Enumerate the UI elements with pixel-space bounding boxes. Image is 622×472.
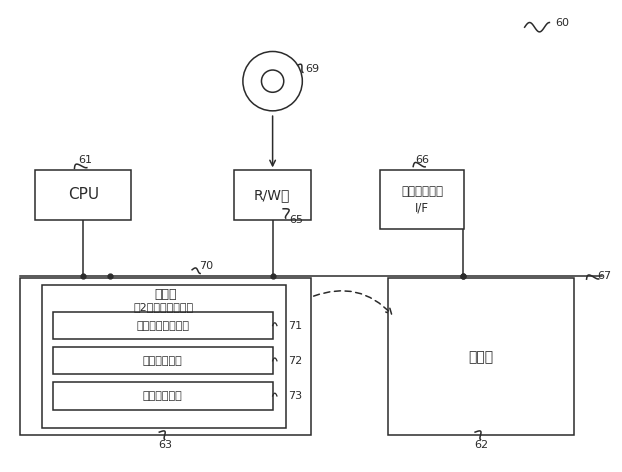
Text: 受付プロセス: 受付プロセス bbox=[143, 356, 183, 366]
Text: R/W部: R/W部 bbox=[254, 188, 290, 202]
Text: 作成プロセス: 作成プロセス bbox=[143, 391, 183, 401]
Text: 61: 61 bbox=[78, 155, 92, 165]
Text: 67: 67 bbox=[597, 271, 611, 281]
Text: 69: 69 bbox=[305, 64, 319, 75]
Text: メモリ: メモリ bbox=[469, 350, 494, 364]
Text: I/F: I/F bbox=[415, 202, 429, 215]
Bar bbox=[35, 170, 131, 219]
Bar bbox=[388, 278, 574, 435]
Bar bbox=[234, 170, 311, 219]
Text: 62: 62 bbox=[474, 440, 488, 450]
Text: CPU: CPU bbox=[68, 187, 99, 202]
Text: 71: 71 bbox=[288, 320, 302, 330]
Text: 70: 70 bbox=[200, 261, 214, 271]
Ellipse shape bbox=[243, 51, 302, 111]
Text: ネットワーク: ネットワーク bbox=[401, 185, 443, 198]
Text: 第2制御プログラム: 第2制御プログラム bbox=[134, 303, 194, 312]
Text: 66: 66 bbox=[415, 155, 429, 165]
Text: 65: 65 bbox=[289, 215, 304, 225]
Ellipse shape bbox=[261, 70, 284, 93]
Bar bbox=[42, 285, 286, 429]
Bar bbox=[380, 170, 464, 229]
Text: 表示制御プロセス: 表示制御プロセス bbox=[136, 320, 189, 330]
Bar bbox=[53, 382, 272, 410]
Text: 60: 60 bbox=[555, 18, 570, 28]
Text: 記憶部: 記憶部 bbox=[154, 288, 177, 301]
Text: 63: 63 bbox=[159, 440, 172, 450]
Bar bbox=[53, 312, 272, 339]
Text: 72: 72 bbox=[288, 356, 302, 366]
Bar bbox=[53, 347, 272, 374]
Text: 73: 73 bbox=[288, 391, 302, 401]
Bar bbox=[20, 278, 311, 435]
